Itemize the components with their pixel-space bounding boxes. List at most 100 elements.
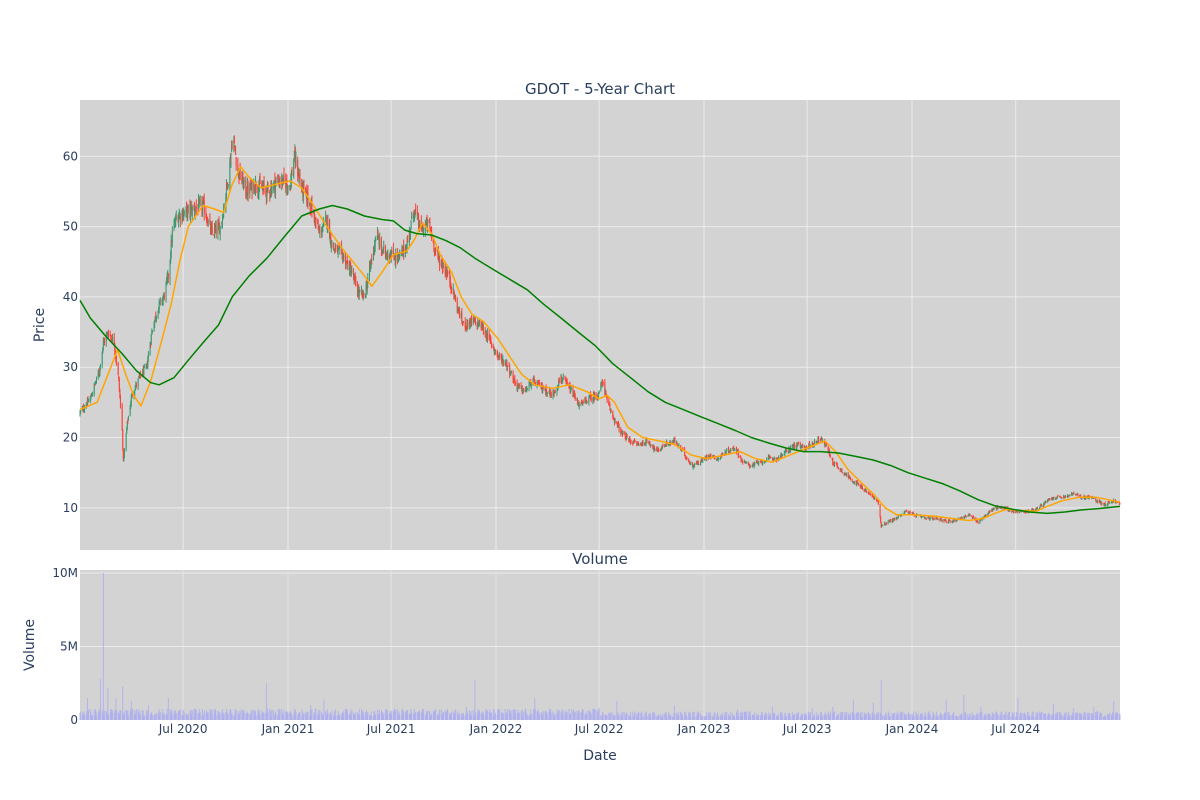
volume-bar — [127, 710, 129, 720]
candle-body — [368, 264, 370, 277]
volume-bar — [973, 714, 975, 720]
volume-bar — [565, 712, 567, 720]
candle-body — [798, 442, 800, 445]
candle-body — [999, 507, 1001, 508]
candle-body — [1003, 508, 1005, 510]
volume-bar — [835, 716, 837, 720]
candle-body — [851, 479, 853, 482]
candle-body — [357, 289, 359, 294]
candle-body — [889, 520, 891, 522]
volume-bar — [1048, 714, 1050, 720]
volume-bar — [664, 712, 666, 720]
candle-body — [833, 463, 835, 466]
candle-body — [143, 367, 145, 375]
candle-body — [245, 193, 247, 196]
candle-body — [891, 519, 893, 522]
candle-body — [179, 213, 181, 217]
volume-bar — [166, 714, 168, 720]
candle-body — [841, 468, 843, 473]
candle-body — [716, 459, 718, 461]
volume-bar — [161, 708, 163, 720]
volume-gridlines — [80, 570, 1120, 720]
volume-bar — [420, 713, 422, 720]
volume-bar — [179, 709, 181, 720]
candle-body — [537, 382, 539, 384]
candle-body — [734, 449, 736, 451]
candle-body — [1048, 498, 1050, 500]
volume-bar — [233, 715, 235, 720]
candle-body — [395, 253, 397, 263]
volume-bar — [652, 711, 654, 720]
volume-bar — [537, 711, 539, 720]
volume-bar — [303, 712, 305, 720]
candle-body — [554, 392, 556, 394]
volume-bar — [377, 709, 378, 720]
volume-bar — [724, 712, 726, 720]
candle-body — [163, 294, 165, 297]
candle-body — [649, 444, 651, 446]
volume-bar — [936, 711, 937, 720]
candle-body — [187, 206, 189, 208]
volume-bar — [616, 700, 618, 720]
candle-body — [158, 301, 160, 309]
candle-body — [243, 182, 245, 186]
volume-bar — [471, 714, 472, 720]
volume-bar — [628, 715, 630, 720]
volume-bar — [979, 714, 981, 720]
candle-body — [818, 436, 820, 441]
candle-body — [911, 512, 913, 514]
volume-bar — [865, 713, 867, 720]
candle-body — [924, 517, 926, 519]
volume-bar — [773, 713, 774, 720]
candle-body — [429, 221, 431, 229]
candle-body — [853, 482, 855, 483]
volume-bar — [900, 713, 902, 720]
volume-bar — [758, 714, 760, 720]
candle-body — [458, 308, 460, 313]
volume-bar — [390, 711, 392, 720]
volume-bar — [793, 714, 794, 720]
candle-body — [856, 481, 858, 483]
candle-body — [690, 463, 692, 465]
candle-body — [243, 179, 245, 183]
volume-bar — [864, 714, 866, 720]
candle-body — [146, 365, 148, 367]
candle-body — [294, 150, 296, 165]
candle-body — [1108, 501, 1110, 503]
volume-bar — [1114, 712, 1116, 720]
candle-body — [773, 458, 775, 460]
volume-bar — [744, 711, 745, 720]
candle-body — [387, 254, 389, 259]
volume-bar — [653, 711, 655, 720]
candle-body — [792, 444, 794, 448]
volume-bar — [638, 712, 640, 720]
volume-bar — [897, 711, 899, 720]
volume-bar — [701, 716, 703, 720]
volume-bar — [972, 716, 974, 720]
volume-bar — [975, 715, 977, 720]
volume-bar — [634, 711, 636, 720]
volume-bar — [810, 711, 812, 720]
volume-bar — [378, 709, 380, 720]
volume-bar — [622, 712, 624, 720]
volume-bar — [681, 713, 683, 720]
volume-bar — [984, 713, 986, 720]
volume-bar — [1104, 715, 1106, 720]
volume-bar — [592, 708, 594, 720]
volume-bar — [860, 712, 862, 720]
candle-body — [693, 464, 695, 467]
volume-bar — [235, 709, 237, 720]
volume-bar — [302, 713, 304, 720]
candle-body — [969, 513, 971, 515]
volume-bar — [449, 715, 451, 720]
candle-body — [397, 255, 399, 260]
candle-body — [972, 516, 974, 519]
volume-bar — [745, 711, 747, 720]
candle-body — [350, 265, 352, 275]
volume-bar — [1043, 712, 1045, 720]
candle-body — [265, 190, 267, 198]
candle-body — [354, 276, 356, 281]
volume-bar — [358, 713, 360, 720]
volume-bar — [273, 715, 275, 720]
